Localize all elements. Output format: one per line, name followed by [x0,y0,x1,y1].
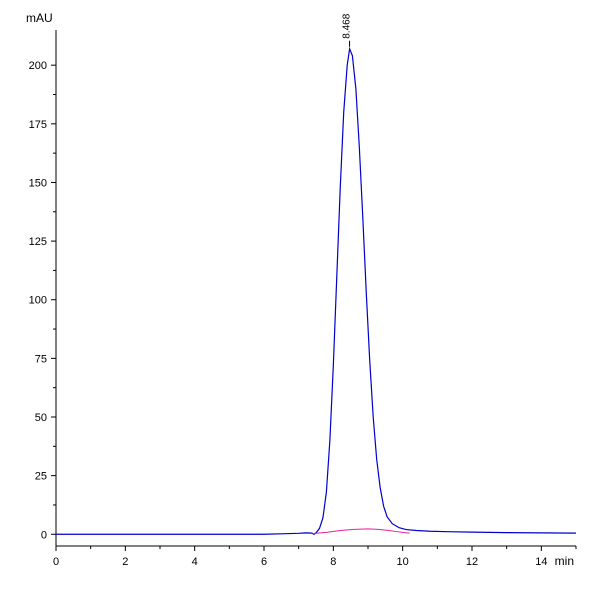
y-tick-label: 75 [35,353,47,365]
y-axis-label: mAU [26,11,53,25]
y-tick-label: 125 [29,236,47,248]
y-tick-label: 200 [29,60,47,72]
y-tick-label: 175 [29,119,47,131]
y-tick-label: 0 [41,529,47,541]
y-tick-label: 25 [35,471,47,483]
x-tick-label: 4 [192,556,198,568]
x-axis-label: min [555,554,574,568]
x-tick-label: 8 [330,556,336,568]
x-tick-label: 2 [122,556,128,568]
y-tick-label: 100 [29,295,47,307]
x-tick-label: 12 [466,556,478,568]
chromatogram-chart: 0 2 4 6 8 10 12 14 min 0 25 50 75 100 125 150 175 200 mAU 8… [0,0,600,600]
x-tick-label: 6 [261,556,267,568]
peak-label: 8.468 [342,13,353,38]
x-tick-label: 14 [535,556,547,568]
x-tick-label: 0 [53,556,59,568]
y-tick-label: 150 [29,177,47,189]
x-tick-label: 10 [397,556,409,568]
y-tick-label: 50 [35,412,47,424]
